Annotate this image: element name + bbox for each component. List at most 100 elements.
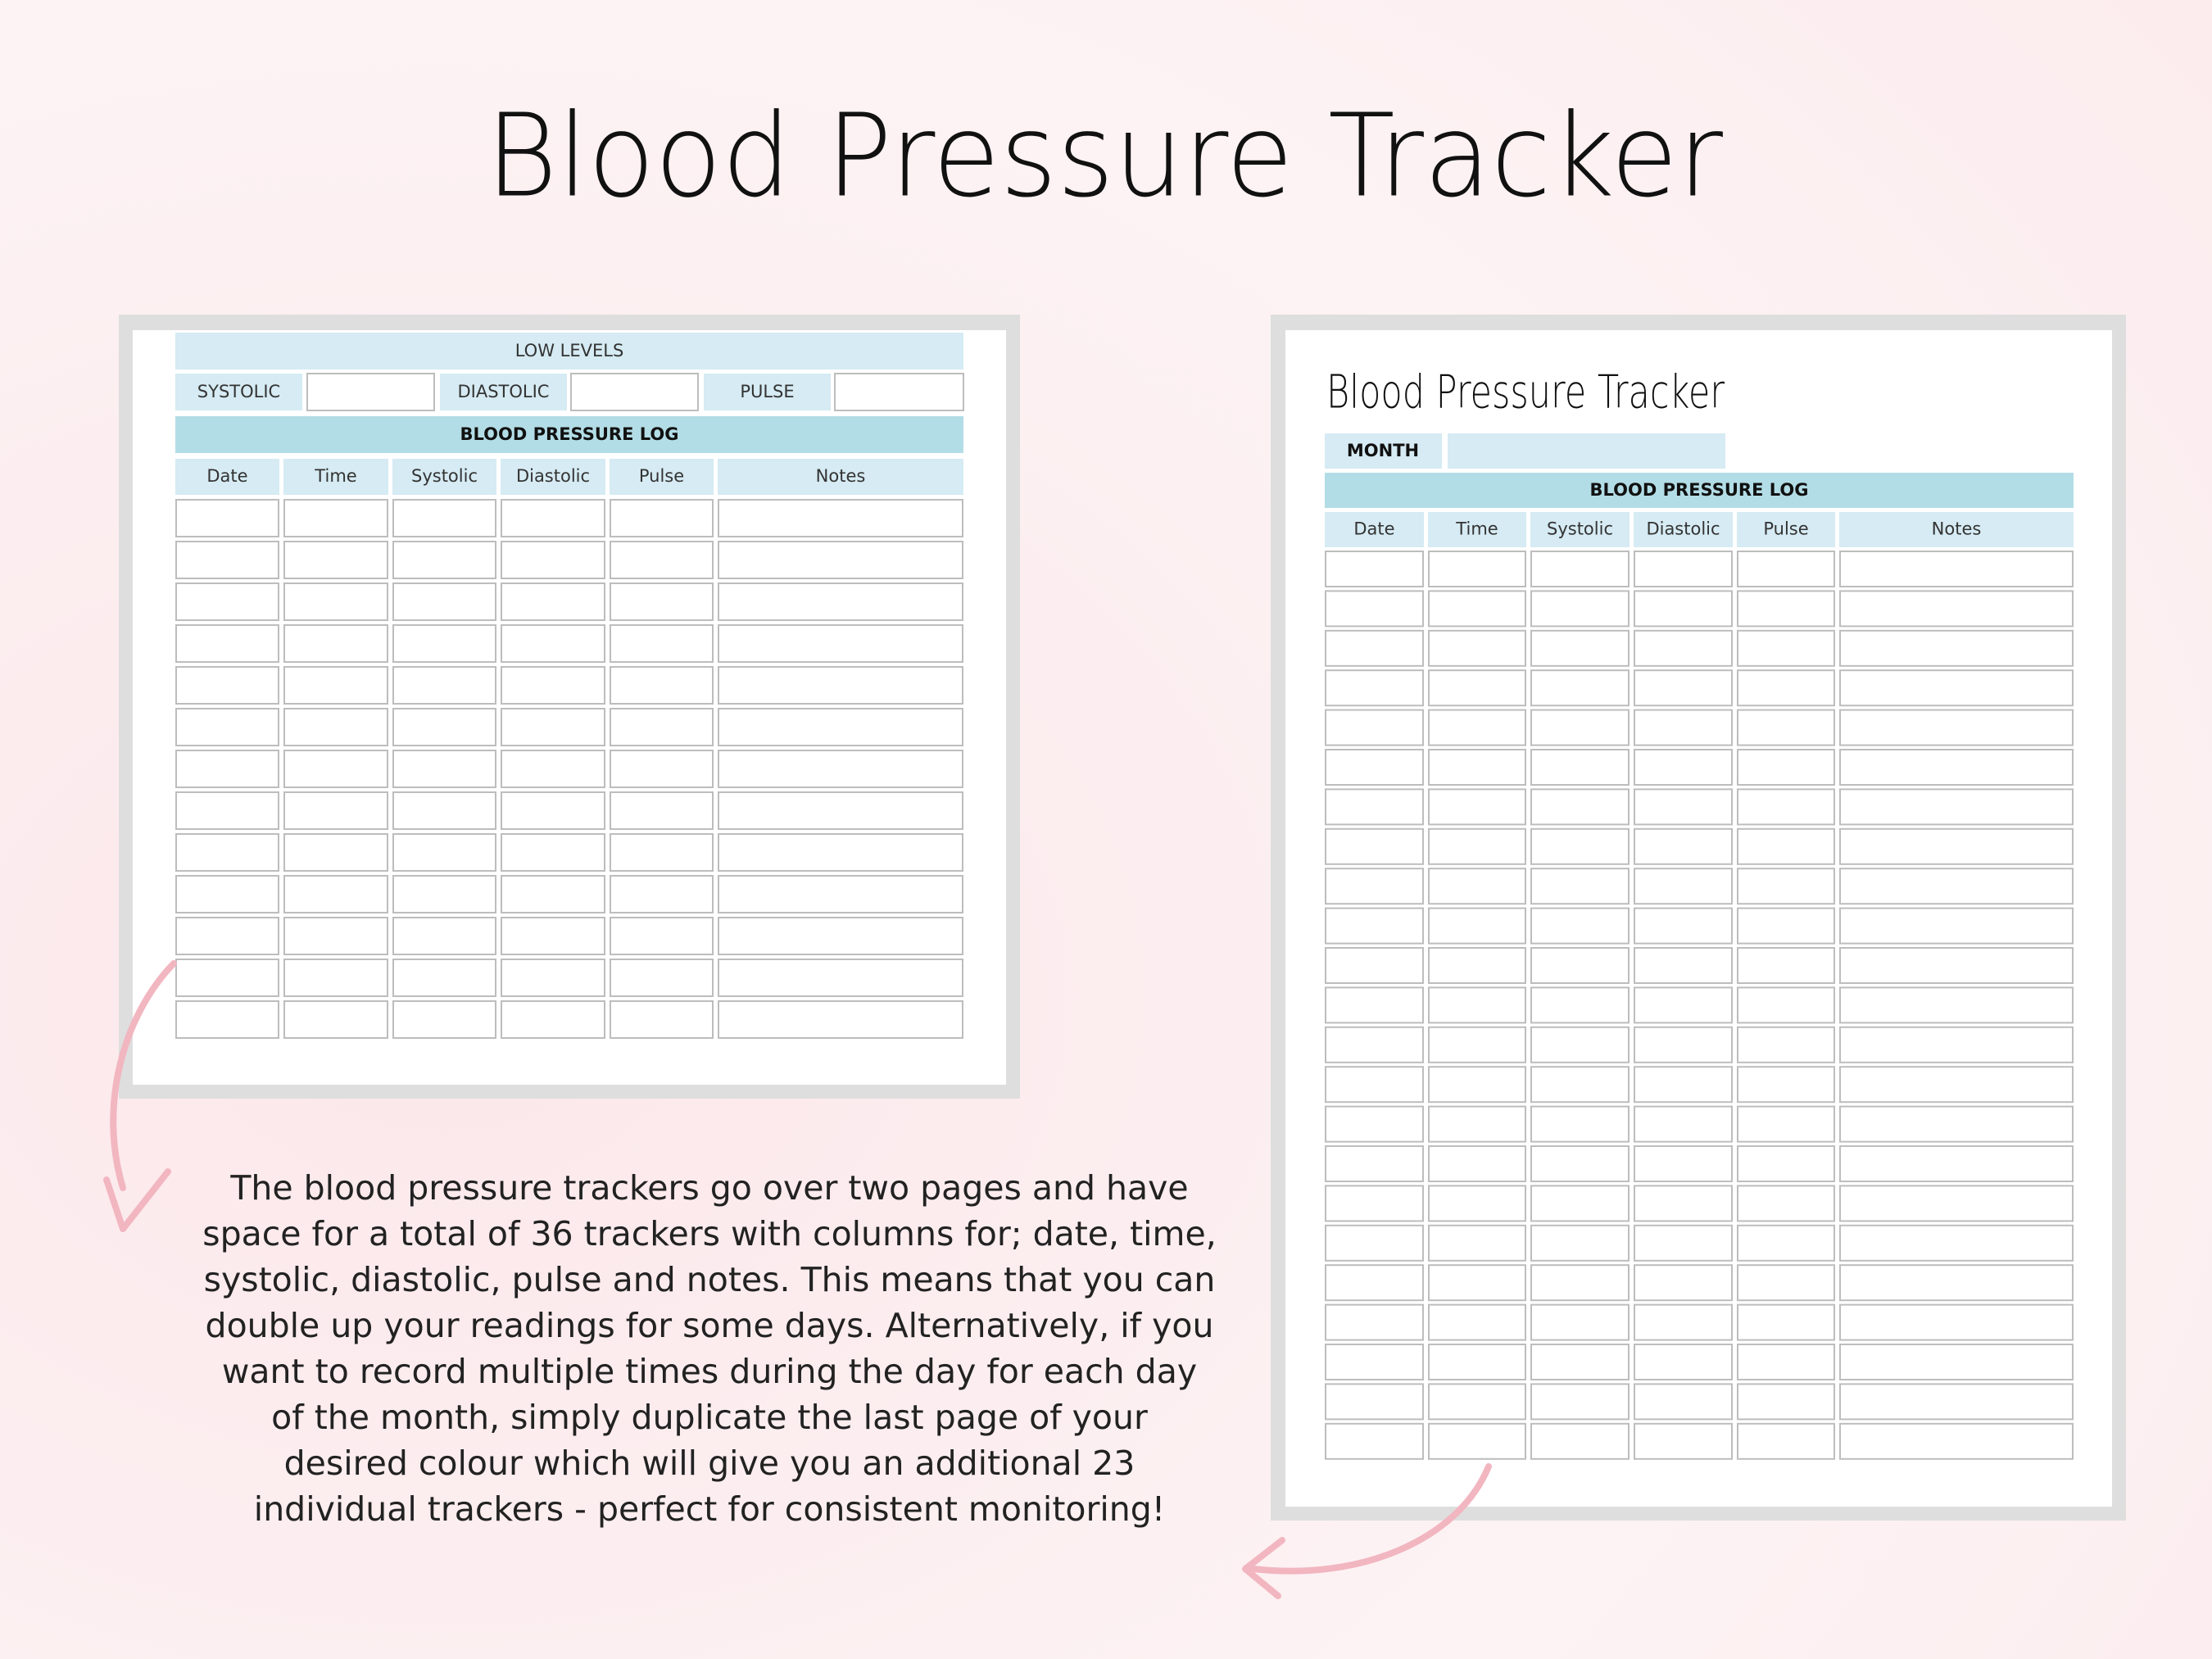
arrow-head bbox=[103, 1168, 171, 1232]
column-header-cell bbox=[718, 459, 963, 495]
table-cell bbox=[1428, 986, 1526, 1024]
table-cell bbox=[1325, 788, 1424, 826]
table-cell bbox=[392, 499, 496, 537]
field-label-cell bbox=[704, 374, 831, 410]
table-cell bbox=[1839, 907, 2074, 945]
column-header-cell bbox=[1530, 512, 1630, 547]
table-cell bbox=[283, 666, 388, 705]
table-cell bbox=[1428, 1224, 1526, 1262]
table-cell bbox=[1325, 827, 1424, 865]
table-cell bbox=[1839, 590, 2074, 628]
column-header-cell bbox=[610, 459, 714, 495]
table-cell bbox=[1428, 1066, 1526, 1104]
table-cell bbox=[1428, 868, 1526, 905]
field-label: PULSE bbox=[740, 382, 794, 401]
table-cell bbox=[1737, 1303, 1835, 1341]
arrow-head bbox=[1242, 1537, 1285, 1599]
table-cell bbox=[501, 499, 605, 537]
table-cell bbox=[1634, 947, 1733, 984]
main-title: Blood Pressure Tracker bbox=[486, 90, 1723, 224]
table-cell bbox=[1839, 1026, 2074, 1063]
table-cell bbox=[1530, 709, 1630, 746]
table-cell bbox=[1530, 551, 1630, 587]
table-cell bbox=[1634, 868, 1733, 905]
table-cell bbox=[1325, 1066, 1424, 1104]
table-cell bbox=[1530, 868, 1630, 905]
table-cell bbox=[501, 959, 605, 997]
field-label-cell bbox=[175, 374, 302, 410]
table-cell bbox=[1428, 629, 1526, 667]
table-cell bbox=[1428, 551, 1526, 587]
table-cell bbox=[1839, 788, 2074, 826]
arrow bbox=[110, 960, 177, 1191]
table-cell bbox=[1325, 947, 1424, 984]
table-cell bbox=[1634, 1264, 1733, 1302]
description-line: of the month, simply duplicate the last … bbox=[271, 1398, 1148, 1437]
table-cell bbox=[501, 708, 605, 746]
table-cell bbox=[283, 750, 388, 788]
column-header: Notes bbox=[1932, 519, 1982, 539]
table-cell bbox=[1428, 788, 1526, 826]
field-input bbox=[306, 373, 435, 411]
table-cell bbox=[501, 750, 605, 788]
table-cell bbox=[1634, 1105, 1733, 1143]
column-header: Date bbox=[206, 466, 247, 486]
table-cell bbox=[718, 791, 963, 830]
table-cell bbox=[1530, 1185, 1630, 1222]
table-cell bbox=[1530, 788, 1630, 826]
table-cell bbox=[1737, 629, 1835, 667]
table-cell bbox=[1839, 827, 2074, 865]
table-cell bbox=[1428, 947, 1526, 984]
table-cell bbox=[1737, 1105, 1835, 1143]
table-cell bbox=[1428, 1026, 1526, 1063]
table-cell bbox=[1839, 1145, 2074, 1182]
table-cell bbox=[1839, 1066, 2074, 1104]
table-cell bbox=[1839, 1264, 2074, 1302]
table-cell bbox=[283, 708, 388, 746]
table-cell bbox=[1530, 947, 1630, 984]
table-cell bbox=[1737, 827, 1835, 865]
table-cell bbox=[1634, 1066, 1733, 1104]
column-header: Notes bbox=[816, 466, 866, 486]
column-header-cell bbox=[1839, 512, 2074, 547]
table-cell bbox=[1634, 749, 1733, 786]
table-cell bbox=[718, 708, 963, 746]
column-header-cell bbox=[283, 459, 388, 495]
column-header-cell bbox=[1737, 512, 1835, 547]
table-cell bbox=[610, 833, 714, 872]
table-cell bbox=[1634, 1224, 1733, 1262]
table-cell bbox=[501, 791, 605, 830]
table-cell bbox=[283, 541, 388, 579]
column-header: Diastolic bbox=[1646, 519, 1720, 539]
table-cell bbox=[718, 666, 963, 705]
table-cell bbox=[1737, 947, 1835, 984]
table-cell bbox=[1530, 1224, 1630, 1262]
column-header-cell bbox=[175, 459, 279, 495]
table-cell bbox=[718, 541, 963, 579]
field-label: DIASTOLIC bbox=[458, 382, 550, 401]
table-cell bbox=[1530, 1066, 1630, 1104]
table-cell bbox=[1325, 590, 1424, 628]
column-header: Time bbox=[314, 466, 356, 486]
table-cell bbox=[1428, 669, 1526, 707]
table-cell bbox=[392, 750, 496, 788]
column-header-cell bbox=[392, 459, 496, 495]
right-table: Blood Pressure Tracker MONTH BLOOD PRESS… bbox=[1325, 365, 2074, 1460]
column-header-cell bbox=[1325, 512, 1424, 547]
table-cell bbox=[1325, 986, 1424, 1024]
column-header: Systolic bbox=[411, 466, 478, 486]
description-line: The blood pressure trackers go over two … bbox=[229, 1168, 1188, 1208]
table-cell bbox=[283, 959, 388, 997]
table-cell bbox=[175, 833, 279, 872]
table-cell bbox=[1325, 1026, 1424, 1063]
table-cell bbox=[1634, 669, 1733, 707]
table-cell bbox=[1634, 1185, 1733, 1222]
table-cell bbox=[1530, 1422, 1630, 1460]
table-cell bbox=[610, 708, 714, 746]
table-cell bbox=[283, 582, 388, 621]
table-cell bbox=[1530, 1383, 1630, 1421]
table-cell bbox=[392, 917, 496, 955]
description: The blood pressure trackers go over two … bbox=[202, 1168, 1217, 1529]
table-cell bbox=[1428, 590, 1526, 628]
